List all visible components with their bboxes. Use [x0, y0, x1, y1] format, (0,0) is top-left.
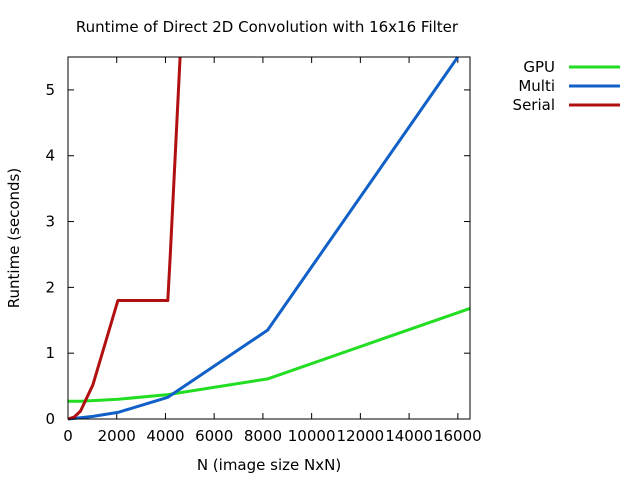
- x-axis-label: N (image size NxN): [197, 456, 341, 474]
- series-line-serial: [67, 56, 182, 421]
- y-tick-label: 5: [45, 81, 55, 99]
- x-tick-label: 14000: [385, 427, 433, 445]
- y-tick-label: 3: [45, 213, 55, 231]
- y-tick-label: 1: [45, 344, 55, 362]
- plot-frame: [67, 56, 471, 420]
- series-layer: [67, 56, 471, 421]
- legend-label-multi: Multi: [518, 77, 555, 95]
- x-tick-label: 12000: [337, 427, 385, 445]
- x-tick-label: 4000: [146, 427, 184, 445]
- x-tick-label: 8000: [244, 427, 282, 445]
- x-tick-label: 16000: [434, 427, 482, 445]
- x-tick-label: 6000: [195, 427, 233, 445]
- series-line-multi: [67, 56, 460, 421]
- x-tick-label: 10000: [288, 427, 336, 445]
- x-tick-label: 0: [63, 427, 73, 445]
- ticks-layer: 0 2000 4000 6000 8000 10000 12000 14000 16000 0 1 2…: [45, 57, 482, 445]
- legend-label-gpu: GPU: [523, 58, 555, 76]
- legend-label-serial: Serial: [513, 96, 555, 114]
- series-line-gpu: [68, 306, 471, 403]
- chart-title: Runtime of Direct 2D Convolution with 16…: [76, 18, 459, 36]
- y-tick-label: 4: [45, 147, 55, 165]
- y-tick-label: 0: [45, 410, 55, 428]
- y-axis-label: Runtime (seconds): [5, 168, 23, 308]
- y-tick-label: 2: [45, 278, 55, 296]
- x-tick-label: 2000: [98, 427, 136, 445]
